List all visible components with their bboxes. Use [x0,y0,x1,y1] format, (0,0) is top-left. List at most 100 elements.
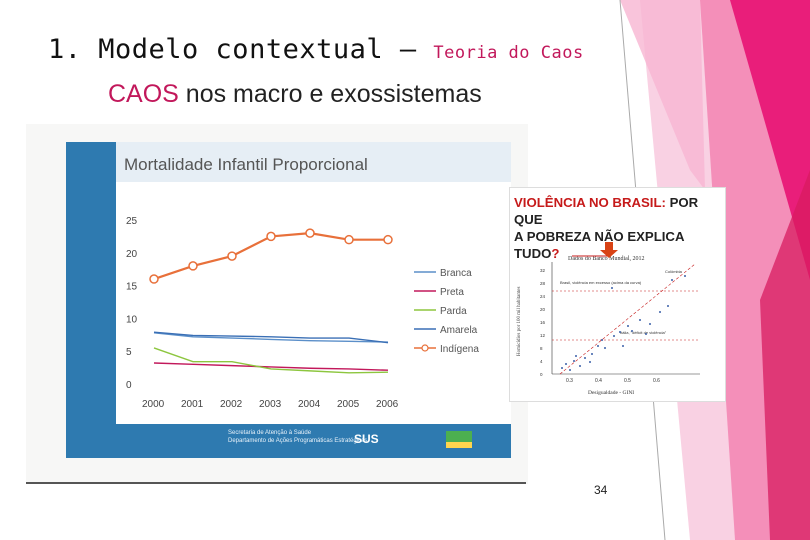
inset-headline-qmark: ? [551,246,560,261]
inset-headline: VIOLÊNCIA NO BRASIL: POR QUE A POBREZA N… [514,194,724,262]
scatter-plot: Dados do Banco Mundial, 2012 Homicídios … [517,242,700,396]
series-point [188,261,198,271]
scatter-y-tick: 28 [540,281,546,286]
slide-title: 1. Modelo contextual – Teoria do Caos [48,34,584,65]
scatter-point [561,367,563,369]
x-tick-label: 2000 [142,399,165,410]
legend-label: Amarela [440,325,478,336]
scatter-point [639,319,641,321]
deco-dark-triangle [730,0,810,280]
y-tick-label: 25 [126,216,138,227]
page-number: 34 [594,483,608,497]
slide-subtitle: CAOS nos macro e exossistemas [108,80,482,109]
series-point [383,234,393,245]
x-tick-label: 2003 [259,399,282,410]
legend-label: Preta [440,287,464,298]
series-point [266,231,276,242]
scatter-point [684,275,686,277]
footer-text: Secretaria de Atenção à Saúde Departamen… [228,429,367,445]
series-line-preta [153,362,389,371]
footer-line2: Departamento de Ações Programáticas Estr… [228,438,368,444]
inset-headline-red: VIOLÊNCIA NO BRASIL: [514,195,666,210]
slide-title-sub: Teoria do Caos [433,43,584,63]
series-line-parda [153,347,389,374]
y-tick-label: 5 [126,347,132,358]
violence-inset: VIOLÊNCIA NO BRASIL: POR QUE A POBREZA N… [509,187,726,402]
series-point [227,251,237,261]
scatter-point [667,305,669,307]
scatter-y-tick: 32 [540,268,546,273]
scatter-point [631,330,633,332]
scatter-point [627,325,629,327]
scatter-point [613,335,615,337]
chart-footer: Secretaria de Atenção à Saúde Departamen… [66,424,511,458]
subtitle-caos: CAOS [108,80,179,108]
scatter-point [671,279,673,281]
chart-title-band [116,142,511,182]
scatter-x-tick: 0.3 [566,378,573,384]
scatter-y-tick: 20 [540,307,546,312]
scatter-x-tick: 0.6 [653,378,660,384]
scatter-annot-colombia: Colômbia [665,269,683,274]
scatter-point [565,363,567,365]
series-point [149,274,159,284]
series-line-amarela [153,331,389,344]
scatter-point [645,333,647,335]
scatter-point [611,287,613,289]
y-tick-label: 20 [126,249,138,260]
scatter-title: Dados do Banco Mundial, 2012 [568,256,645,262]
scatter-point [589,361,591,363]
scatter-trend-line [559,263,696,375]
scatter-y-tick: 4 [540,359,543,364]
footer-line1: Secretaria de Atenção à Saúde [228,430,312,436]
scatter-x-tick: 0.4 [595,378,602,384]
deco-dark-panel [760,170,810,540]
scatter-point [619,331,621,333]
scatter-point [573,360,575,362]
scatter-annot-brazil: Brasil, violência em excesso (acima da c… [560,280,642,285]
scatter-point [575,355,577,357]
scatter-point [584,357,586,359]
y-tick-label: 10 [126,314,138,325]
inset-headline-black-2: A POBREZA NÃO EXPLICA TUDO [514,229,684,261]
scatter-xlabel: Desigualdade - GINI [588,390,634,396]
legend-label: Parda [440,306,467,317]
scatter-point [569,369,571,371]
chart-card: Mortalidade Infantil Proporcional 0 5 10 15… [66,142,511,458]
legend-label: Branca [440,268,472,279]
subtitle-rest: nos macro e exossistemas [178,80,482,108]
scatter-point [659,311,661,313]
y-tick-label: 15 [126,282,138,293]
scatter-point [597,345,599,347]
sus-label: SUS [354,432,379,446]
red-arrow-icon [600,242,618,258]
legend-label: Indígena [440,344,479,355]
scatter-point [604,347,606,349]
scatter-point [601,339,603,341]
sus-logo: SUS [354,430,380,448]
scatter-x-tick: 0.5 [624,378,631,384]
y-tick-label: 0 [126,380,132,391]
scatter-y-tick: 16 [540,320,546,325]
ministry-logo [416,428,476,452]
chart-plot-bg [116,182,511,424]
legend-marker [421,344,429,352]
line-chart: Mortalidade Infantil Proporcional 0 5 10 15… [66,142,511,458]
x-tick-label: 2005 [337,399,360,410]
x-tick-label: 2002 [220,399,243,410]
scatter-annot-other: Itália, "déficit de violência" [620,330,667,335]
scatter-point [579,365,581,367]
x-tick-label: 2006 [376,399,399,410]
scatter-point [622,345,624,347]
slide-title-main: 1. Modelo contextual – [48,34,417,65]
scatter-y-tick: 24 [540,294,546,299]
series-line-branca [153,332,389,343]
deco-triangle [620,0,705,190]
chart-title: Mortalidade Infantil Proporcional [124,155,368,174]
photo-underline [26,482,526,484]
scatter-point [591,353,593,355]
x-tick-label: 2001 [181,399,204,410]
x-tick-label: 2004 [298,399,321,410]
inset-headline-black-1: POR QUE [514,195,699,227]
